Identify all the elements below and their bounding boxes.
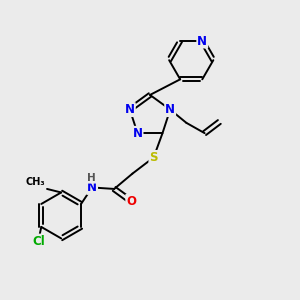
Text: CH₃: CH₃ [26,178,46,188]
Text: N: N [133,127,142,140]
Text: N: N [87,181,97,194]
Text: H: H [87,173,96,183]
Text: N: N [165,103,175,116]
Text: O: O [126,195,136,208]
Text: N: N [197,34,207,48]
Text: S: S [149,151,158,164]
Text: Cl: Cl [32,235,45,248]
Text: N: N [125,103,135,116]
